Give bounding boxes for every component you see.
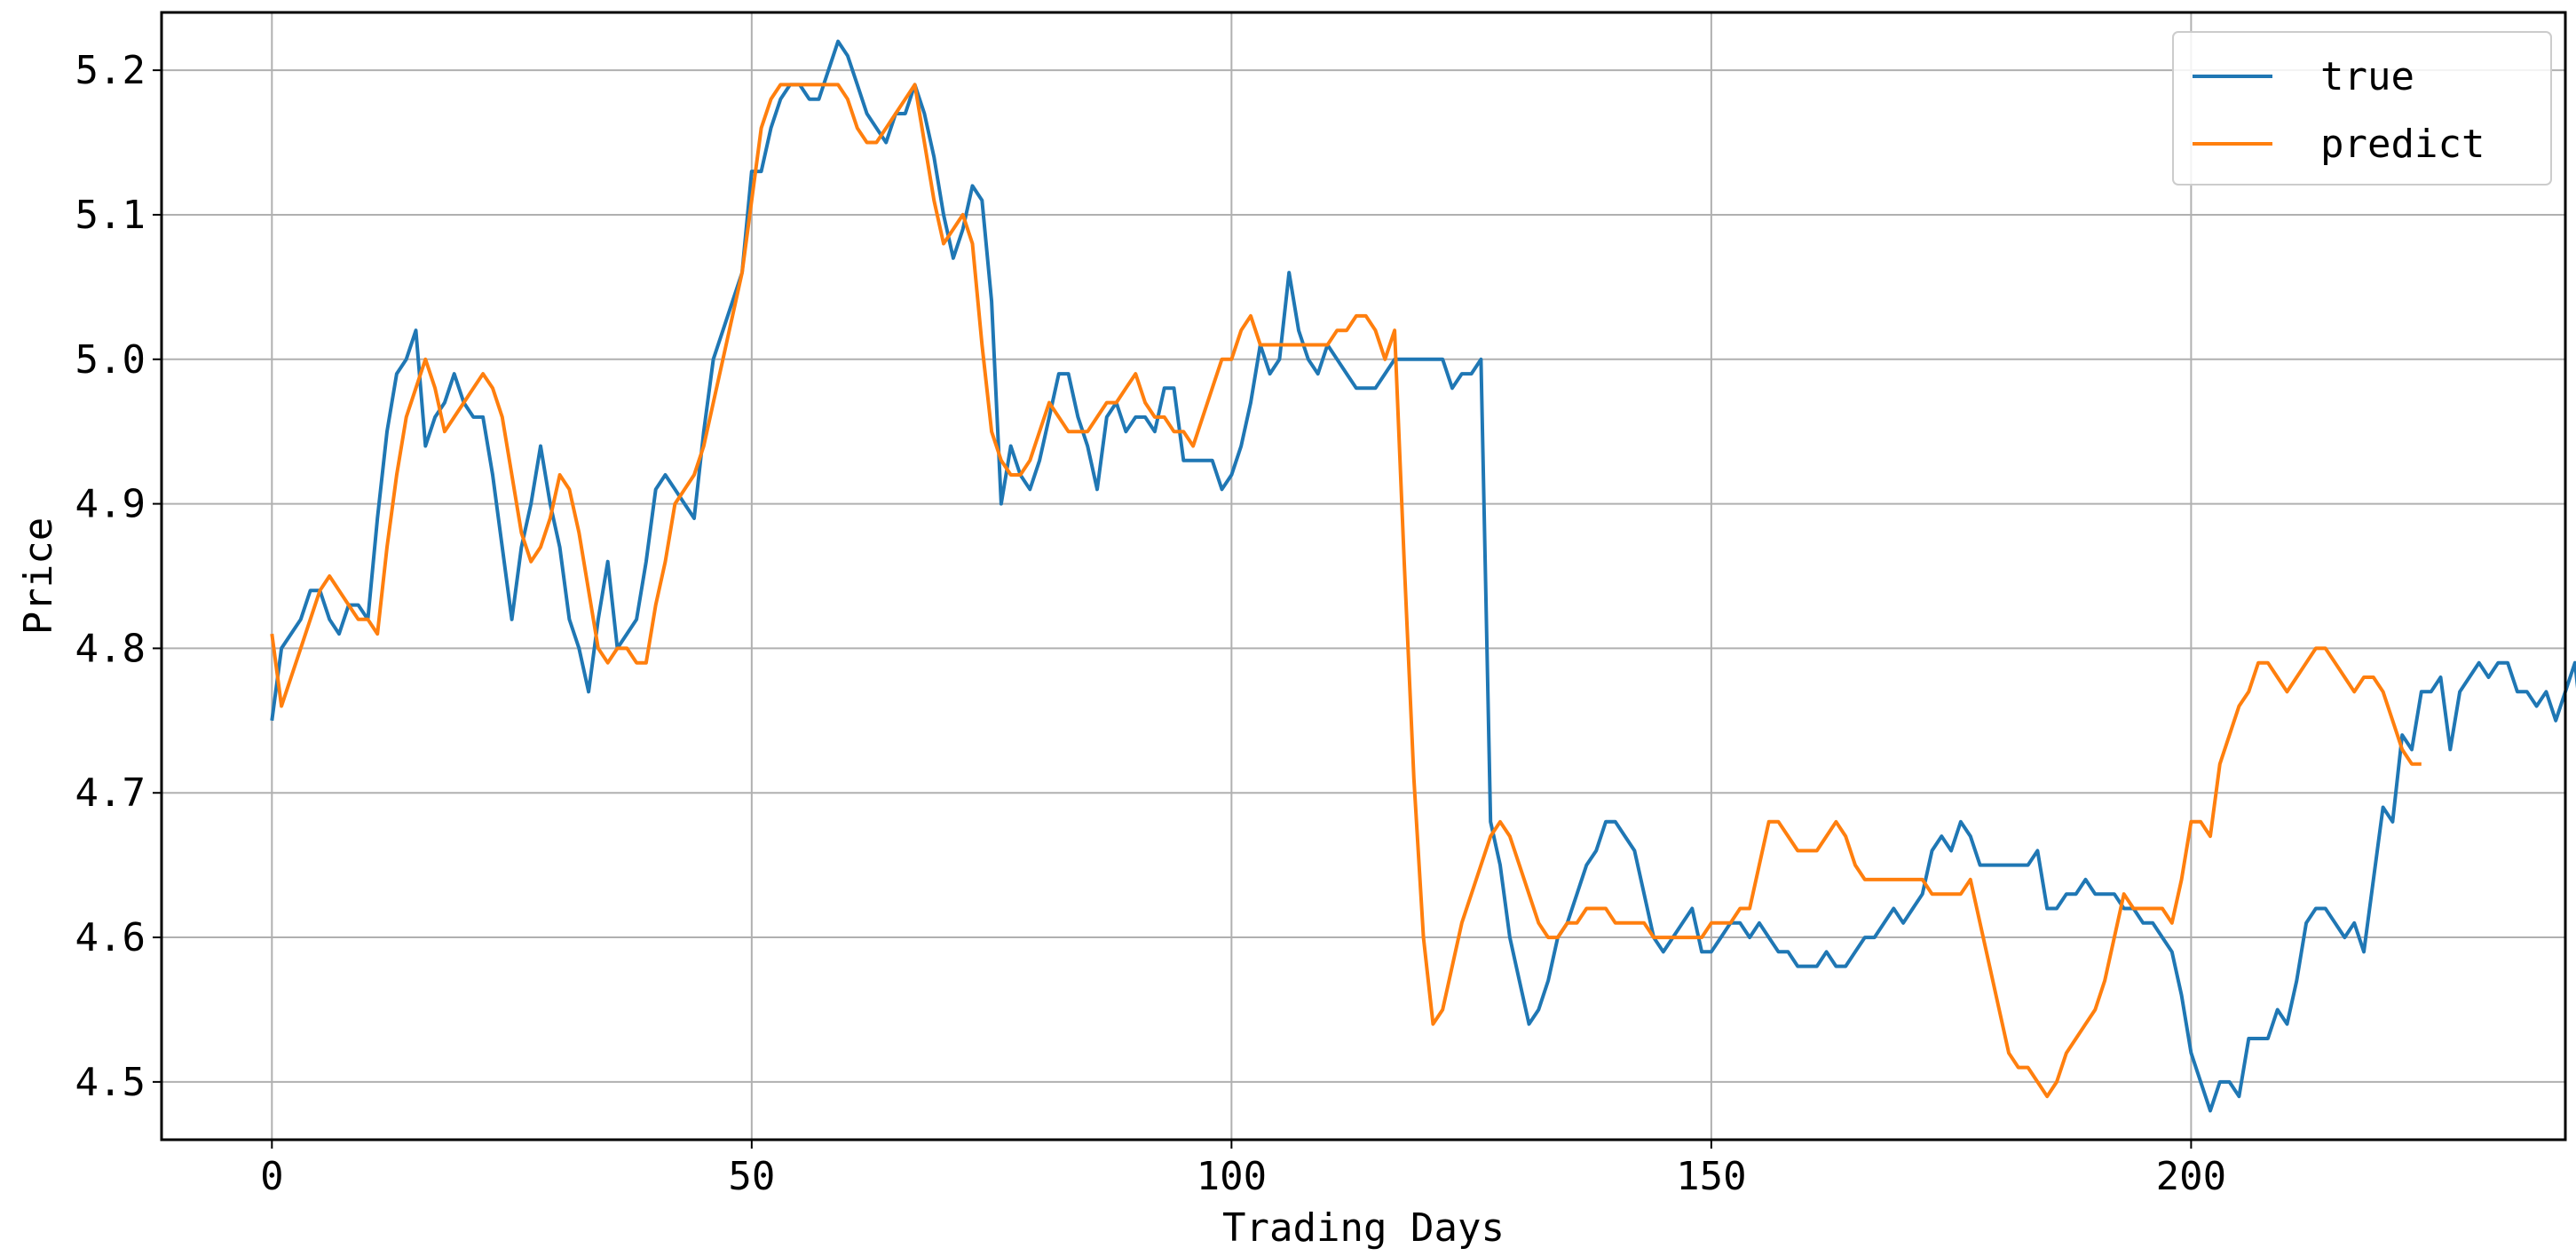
grid-lines: [162, 12, 2565, 1140]
x-tick-label: 100: [1197, 1154, 1267, 1199]
y-tick-label: 4.5: [75, 1060, 146, 1105]
legend: true predict: [2172, 31, 2552, 186]
ticks: 0 50 100 150 200 4.5 4.6 4.7 4.8 4.9 5.0 5.1 5.2: [75, 48, 2227, 1199]
legend-box: [2172, 31, 2552, 186]
y-axis-label: Price: [16, 517, 61, 635]
y-tick-label: 4.8: [75, 626, 146, 671]
plot-frame: [160, 11, 2567, 1141]
legend-label-true: true: [2320, 54, 2414, 99]
y-tick-label: 4.7: [75, 770, 146, 816]
series-lines: [270, 39, 2576, 1113]
y-tick-label: 5.2: [75, 48, 146, 93]
x-axis-label: Trading Days: [1222, 1205, 1505, 1251]
x-tick-label: 150: [1676, 1154, 1746, 1199]
y-tick-label: 4.9: [75, 482, 146, 527]
series-line-true: [270, 39, 2576, 1113]
x-tick-label: 0: [260, 1154, 284, 1199]
y-tick-label: 5.0: [75, 337, 146, 383]
y-tick-label: 5.1: [75, 193, 146, 238]
x-tick-label: 200: [2156, 1154, 2226, 1199]
x-tick-label: 50: [728, 1154, 775, 1199]
legend-label-predict: predict: [2320, 122, 2485, 167]
y-tick-label: 4.6: [75, 915, 146, 960]
series-line-predict: [270, 83, 2422, 1099]
